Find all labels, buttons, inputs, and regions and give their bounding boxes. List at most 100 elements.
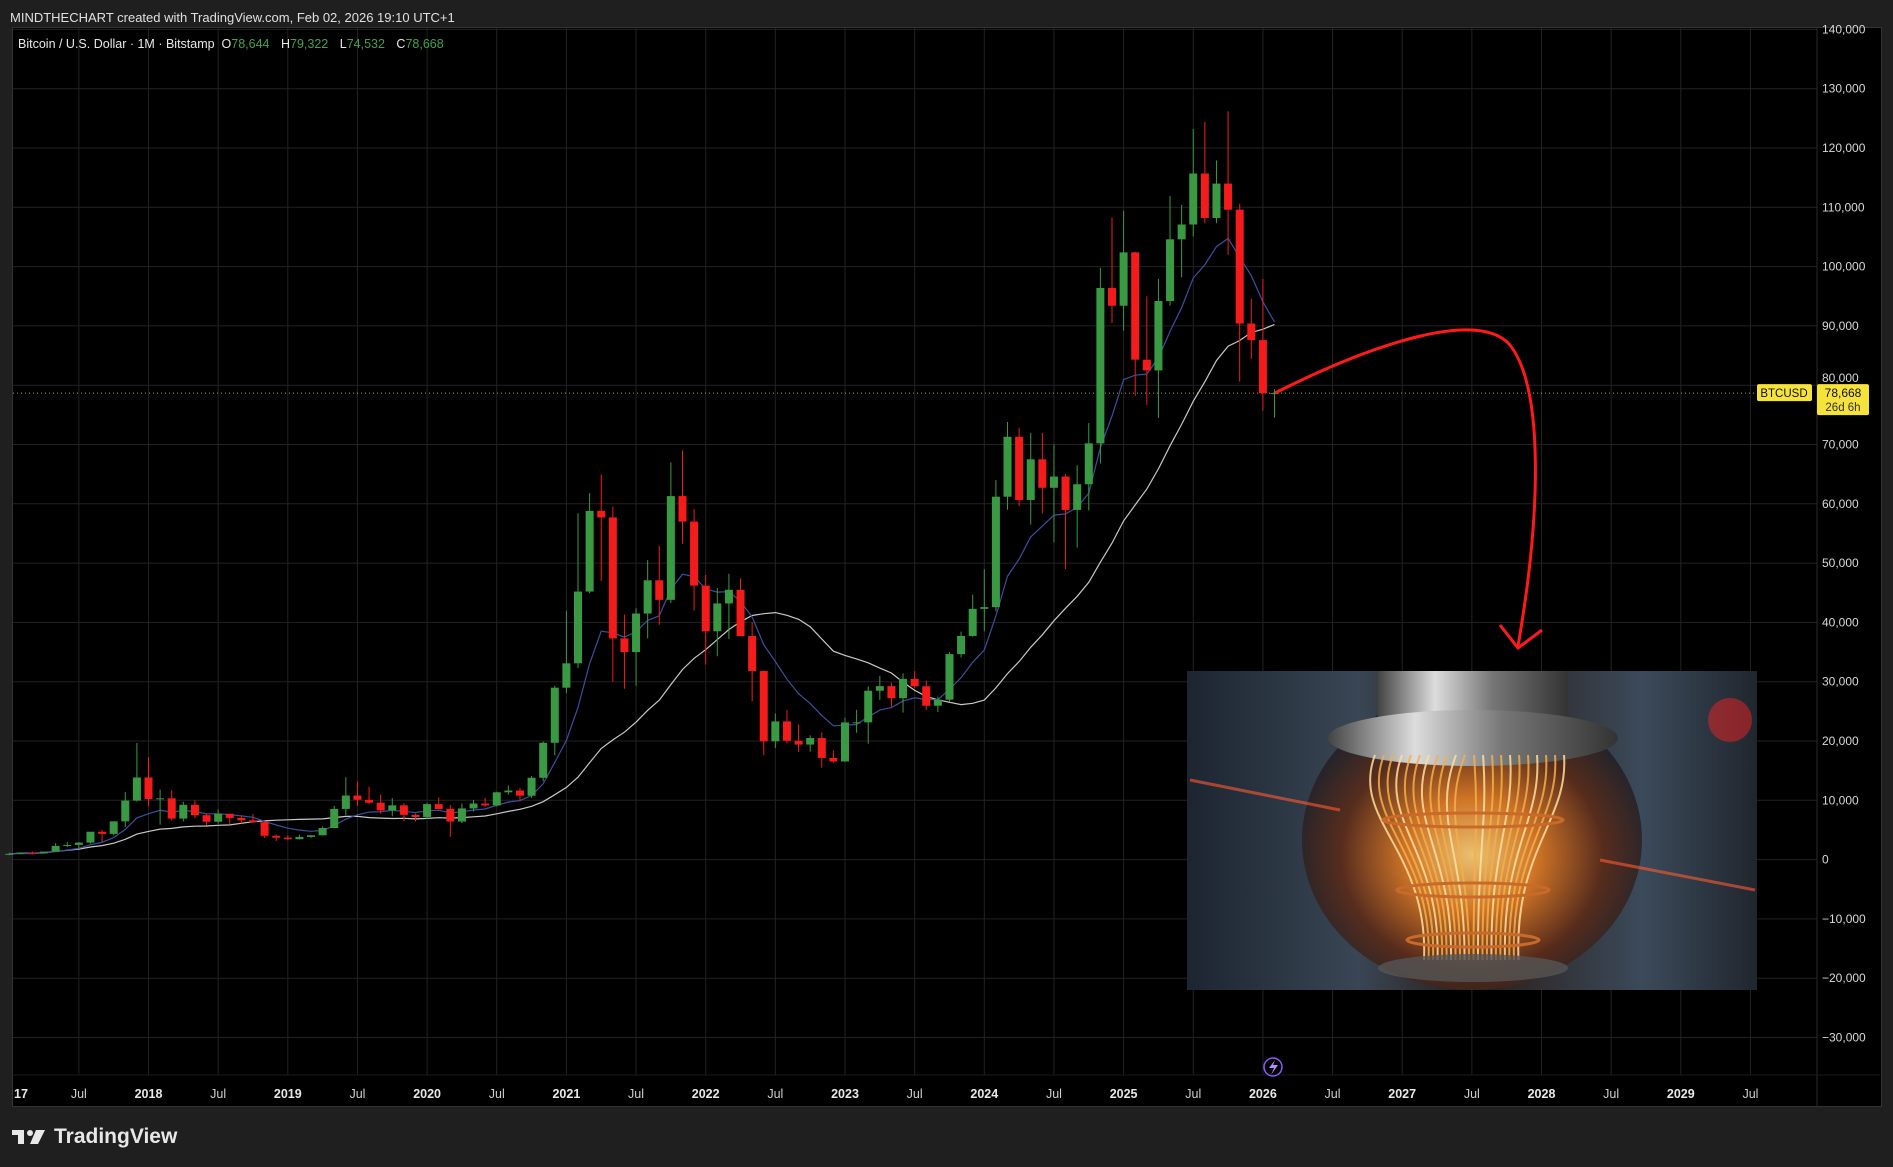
candle-body bbox=[1235, 209, 1244, 324]
candle-body bbox=[109, 821, 118, 834]
candle bbox=[841, 717, 849, 762]
candle bbox=[620, 614, 629, 689]
candle-body bbox=[527, 777, 536, 796]
candle-body bbox=[28, 852, 37, 854]
candle-body bbox=[713, 603, 722, 632]
candle bbox=[156, 789, 165, 825]
image-bottom-plate bbox=[1378, 954, 1568, 982]
candle bbox=[1096, 267, 1105, 464]
candle-body bbox=[968, 608, 977, 636]
low-value: 74,532 bbox=[346, 37, 385, 51]
candle bbox=[1061, 474, 1070, 570]
image-wire bbox=[1437, 754, 1462, 961]
price-tag-value: 78,668 bbox=[1825, 386, 1862, 400]
symbol-title[interactable]: Bitcoin / U.S. Dollar · 1M · Bitstamp bbox=[18, 37, 215, 51]
candle-body bbox=[74, 842, 83, 845]
image-metal-disc bbox=[1328, 710, 1618, 766]
candle bbox=[1084, 423, 1093, 511]
x-tick-label: 2022 bbox=[692, 1087, 720, 1101]
candle-body bbox=[40, 851, 49, 854]
candle bbox=[724, 573, 733, 640]
candle bbox=[1131, 251, 1140, 396]
symbol-tag-bg bbox=[1757, 384, 1812, 402]
candle-body bbox=[1154, 300, 1163, 371]
candle-body bbox=[678, 496, 687, 522]
candle-body bbox=[841, 722, 849, 762]
candle bbox=[968, 594, 977, 637]
candle-body bbox=[829, 757, 838, 762]
symbol-legend: Bitcoin / U.S. Dollar · 1M · Bitstamp O7… bbox=[18, 37, 452, 51]
candle bbox=[1073, 465, 1082, 548]
candle bbox=[1258, 279, 1267, 411]
image-wire bbox=[1476, 754, 1486, 961]
candle-body bbox=[179, 804, 188, 819]
candle-body bbox=[295, 836, 304, 840]
high-value: 79,322 bbox=[290, 37, 329, 51]
candle-body bbox=[132, 777, 141, 801]
candle bbox=[365, 786, 374, 805]
y-tick-label: 90,000 bbox=[1822, 319, 1859, 333]
candle bbox=[469, 799, 478, 812]
candle-body bbox=[376, 802, 385, 811]
image-light-streak bbox=[1189, 778, 1341, 812]
candle bbox=[40, 851, 49, 854]
image-wire bbox=[1517, 754, 1566, 961]
candle-body bbox=[504, 790, 513, 793]
x-tick-label: 2018 bbox=[135, 1087, 163, 1101]
arrow-head-icon bbox=[1498, 624, 1543, 651]
image-wire bbox=[1490, 754, 1512, 961]
high-label: H bbox=[280, 37, 291, 51]
candle-body bbox=[1003, 436, 1012, 497]
image-wire bbox=[1420, 754, 1453, 961]
candle bbox=[875, 675, 884, 700]
candle-body bbox=[922, 686, 931, 706]
y-tick-label: 110,000 bbox=[1822, 200, 1865, 214]
image-wire bbox=[1412, 754, 1448, 961]
candle-body bbox=[1247, 323, 1256, 341]
tradingview-logo[interactable]: TradingView bbox=[12, 1125, 177, 1149]
candle bbox=[748, 622, 757, 702]
candle bbox=[562, 610, 571, 693]
image-glow bbox=[1302, 690, 1642, 990]
candle-body bbox=[283, 837, 292, 840]
candle-body bbox=[957, 635, 966, 655]
candle bbox=[492, 791, 501, 807]
x-tick-label: 2029 bbox=[1667, 1087, 1695, 1101]
candle bbox=[376, 794, 385, 814]
y-tick-label: 70,000 bbox=[1822, 438, 1859, 452]
candle-body bbox=[550, 687, 559, 743]
x-tick-label: Jul bbox=[628, 1087, 644, 1101]
candle bbox=[399, 803, 408, 822]
y-tick-label: 60,000 bbox=[1822, 497, 1859, 511]
x-tick-label: 2020 bbox=[413, 1087, 441, 1101]
candle-body bbox=[980, 607, 989, 609]
x-tick-label: Jul bbox=[1742, 1087, 1758, 1101]
quantum-computer-image bbox=[1187, 671, 1757, 990]
candle bbox=[515, 787, 524, 802]
ma-slow-line bbox=[9, 323, 1275, 855]
y-tick-label: −10,000 bbox=[1822, 912, 1866, 926]
candle bbox=[214, 809, 223, 824]
tradingview-logo-icon bbox=[12, 1130, 45, 1144]
candle bbox=[1142, 296, 1151, 406]
open-value: 78,644 bbox=[231, 37, 270, 51]
image-bokeh bbox=[1708, 698, 1752, 742]
x-tick-label: Jul bbox=[71, 1087, 87, 1101]
candle bbox=[179, 801, 188, 822]
image-ring bbox=[1381, 811, 1565, 829]
candle bbox=[225, 813, 234, 825]
candle bbox=[353, 781, 362, 806]
candle bbox=[1270, 389, 1279, 418]
candle bbox=[63, 841, 72, 848]
candle bbox=[806, 735, 815, 752]
candle bbox=[481, 798, 490, 807]
x-tick-label: 2019 bbox=[274, 1087, 302, 1101]
candle-body bbox=[1038, 459, 1047, 488]
candle-body bbox=[666, 496, 675, 600]
candle-body bbox=[1177, 224, 1186, 240]
candle-body bbox=[910, 678, 919, 687]
candle-body bbox=[620, 638, 629, 653]
candle-body bbox=[16, 852, 25, 854]
x-tick-label: 2025 bbox=[1110, 1087, 1138, 1101]
